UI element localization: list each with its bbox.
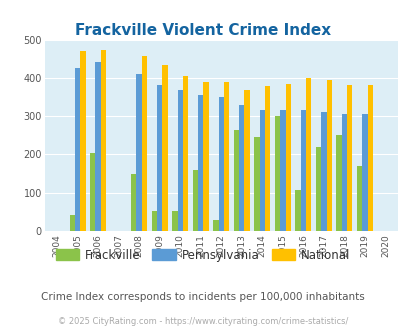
Text: © 2025 CityRating.com - https://www.cityrating.com/crime-statistics/: © 2025 CityRating.com - https://www.city… bbox=[58, 317, 347, 326]
Bar bbox=[336, 135, 341, 231]
Bar bbox=[151, 211, 157, 231]
Text: Frackville Violent Crime Index: Frackville Violent Crime Index bbox=[75, 23, 330, 38]
Bar bbox=[100, 50, 106, 231]
Bar bbox=[203, 82, 208, 231]
Bar bbox=[320, 112, 326, 231]
Bar bbox=[279, 111, 285, 231]
Bar bbox=[141, 56, 147, 231]
Bar bbox=[305, 78, 311, 231]
Bar bbox=[224, 82, 229, 231]
Bar bbox=[315, 147, 320, 231]
Bar bbox=[136, 74, 141, 231]
Bar bbox=[254, 137, 259, 231]
Bar bbox=[157, 85, 162, 231]
Bar bbox=[192, 170, 198, 231]
Legend: Frackville, Pennsylvania, National: Frackville, Pennsylvania, National bbox=[51, 244, 354, 266]
Bar bbox=[361, 114, 367, 231]
Bar bbox=[233, 130, 239, 231]
Bar bbox=[80, 51, 85, 231]
Bar bbox=[239, 105, 244, 231]
Bar bbox=[300, 111, 305, 231]
Bar bbox=[198, 95, 203, 231]
Bar bbox=[295, 190, 300, 231]
Bar bbox=[172, 211, 177, 231]
Bar bbox=[218, 97, 224, 231]
Text: Crime Index corresponds to incidents per 100,000 inhabitants: Crime Index corresponds to incidents per… bbox=[41, 292, 364, 302]
Bar bbox=[285, 83, 290, 231]
Bar bbox=[213, 219, 218, 231]
Bar bbox=[162, 65, 167, 231]
Bar bbox=[95, 62, 100, 231]
Bar bbox=[177, 90, 182, 231]
Bar bbox=[244, 90, 249, 231]
Bar bbox=[75, 68, 80, 231]
Bar bbox=[259, 111, 264, 231]
Bar bbox=[182, 76, 188, 231]
Bar bbox=[264, 86, 270, 231]
Bar bbox=[69, 214, 75, 231]
Bar bbox=[90, 153, 95, 231]
Bar bbox=[341, 114, 346, 231]
Bar bbox=[326, 80, 331, 231]
Bar bbox=[346, 85, 352, 231]
Bar bbox=[274, 116, 279, 231]
Bar bbox=[131, 174, 136, 231]
Bar bbox=[356, 166, 361, 231]
Bar bbox=[367, 85, 372, 231]
